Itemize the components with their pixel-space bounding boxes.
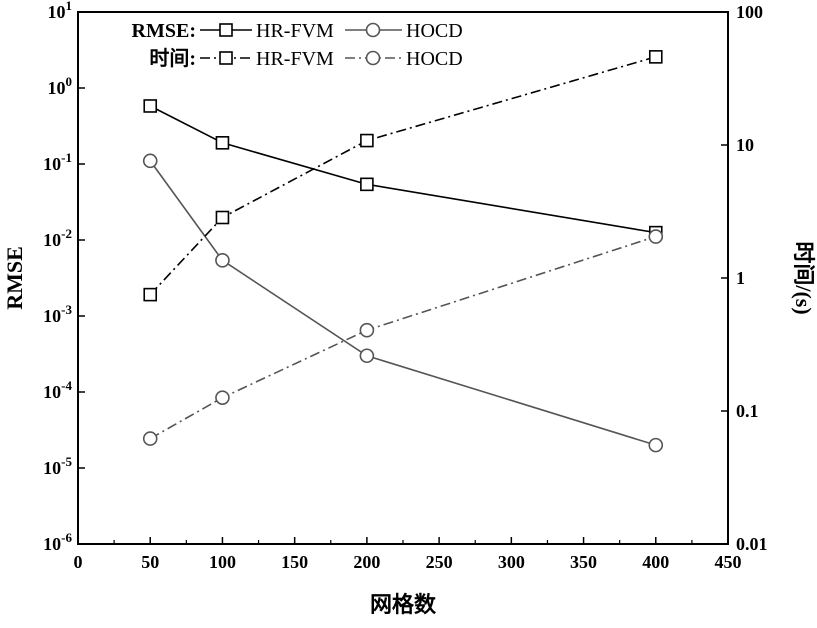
data-point-rmse-hocd xyxy=(648,437,664,453)
x-tick-label: 150 xyxy=(281,552,308,572)
series-line-time-hrfvm xyxy=(149,56,657,296)
data-point-rmse-hocd xyxy=(359,348,375,364)
data-point-time-hocd xyxy=(648,229,664,244)
y-tick-label: 100 xyxy=(48,74,73,98)
series-line-rmse-hocd xyxy=(149,160,657,446)
data-point-rmse-hocd xyxy=(142,153,158,169)
y-axis-title: RMSE xyxy=(2,246,27,310)
legend-rmse-hrfvm-marker xyxy=(219,23,233,37)
x-axis-title: 网格数 xyxy=(370,592,437,617)
plot-frame xyxy=(77,11,729,545)
legend: RMSE: HR-FVM HOCD 时间: HR-FVM HOCD xyxy=(132,20,463,70)
y-tick-label: 101 xyxy=(48,0,73,22)
y2-tick-label: 1 xyxy=(736,268,745,288)
series-line-time-hocd xyxy=(149,235,657,440)
y2-tick-label: 100 xyxy=(736,2,763,22)
y-tick-label: 10-4 xyxy=(43,378,72,402)
data-point-time-hrfvm xyxy=(215,210,230,225)
data-point-time-hocd xyxy=(359,322,375,338)
y-tick-label: 10-3 xyxy=(43,302,72,326)
data-point-time-hocd xyxy=(215,390,230,405)
x-tick-label: 50 xyxy=(141,552,159,572)
series-layer xyxy=(142,50,664,453)
legend-rmse-hrfvm-text: HR-FVM xyxy=(256,20,334,42)
x-tick-label: 400 xyxy=(642,552,669,572)
y-tick-label: 10-5 xyxy=(43,454,72,478)
data-point-time-hocd xyxy=(142,431,158,446)
legend-rmse-hocd-marker xyxy=(365,22,381,38)
x-axis: 0 50 100 150 200 250 300 350 400 450 xyxy=(74,537,742,572)
x-tick-label: 300 xyxy=(498,552,525,572)
data-point-time-hrfvm xyxy=(143,287,158,302)
y2-tick-label: 10 xyxy=(736,135,754,155)
data-point-rmse-hrfvm xyxy=(215,136,230,150)
x-tick-label: 100 xyxy=(209,552,236,572)
legend-time-hrfvm-marker xyxy=(219,51,233,65)
legend-rmse-hocd-text: HOCD xyxy=(406,20,463,42)
y-tick-label: 10-6 xyxy=(43,530,72,554)
y-axis-right: 100 10 1 0.1 0.01 xyxy=(721,2,768,554)
y2-tick-label: 0.01 xyxy=(736,534,768,554)
legend-time-hocd-marker xyxy=(365,50,381,66)
x-tick-label: 0 xyxy=(74,552,83,572)
y2-axis-title: 时间/(s) xyxy=(791,241,816,314)
data-point-rmse-hocd xyxy=(215,253,230,268)
data-point-time-hrfvm xyxy=(648,50,663,64)
x-tick-label: 250 xyxy=(426,552,453,572)
data-point-time-hrfvm xyxy=(360,133,374,148)
x-tick-label: 450 xyxy=(715,552,742,572)
y-axis-left: 101 100 10-1 10-2 10-3 10-4 10-5 10-6 xyxy=(43,0,85,554)
data-point-rmse-hrfvm xyxy=(360,177,374,192)
x-tick-label: 350 xyxy=(570,552,597,572)
series-line-rmse-hrfvm xyxy=(149,105,656,234)
legend-row2-label: 时间: xyxy=(149,47,196,70)
legend-time-hocd-text: HOCD xyxy=(406,48,463,70)
legend-row1-label: RMSE: xyxy=(132,20,196,42)
y-tick-label: 10-2 xyxy=(43,226,72,250)
y2-tick-label: 0.1 xyxy=(736,401,759,421)
data-point-rmse-hrfvm xyxy=(143,99,158,113)
legend-time-hrfvm-text: HR-FVM xyxy=(256,48,334,70)
y-tick-label: 10-1 xyxy=(43,150,72,174)
x-tick-label: 200 xyxy=(353,552,380,572)
